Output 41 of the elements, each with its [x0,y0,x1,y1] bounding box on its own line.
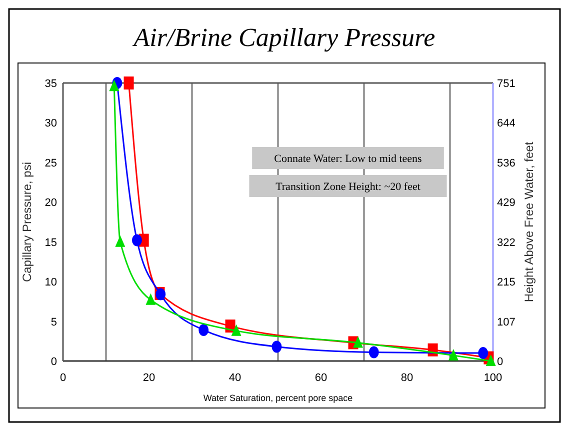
point [198,324,209,336]
point [146,293,156,305]
x-axis-title: Water Saturation, percent pore space [203,393,353,403]
y-tick-label: 10 [44,276,57,289]
point [132,234,142,246]
y2-tick-label: 0 [497,356,504,368]
x-tick-label: 60 [314,372,328,384]
chart-title: Air/Brine Capillary Pressure [132,23,436,52]
y2-tick-label: 107 [497,316,516,328]
point [368,346,379,358]
y-tick-label: 0 [50,356,57,368]
point [486,354,496,366]
y-tick-label: 15 [44,236,57,249]
x-tick-label: 40 [228,372,242,384]
y-tick-label: 20 [44,197,57,210]
y-tick-label: 35 [44,78,57,90]
y2-tick-label: 322 [497,236,516,249]
point [478,347,488,360]
point [352,336,363,348]
y2-tick-label: 644 [497,118,516,130]
point [448,348,458,360]
y2-tick-label: 536 [497,157,516,170]
x-tick-label: 20 [142,372,156,384]
y-axis-title: Capillary Pressure, psi [20,162,34,282]
y-tick-label: 5 [50,316,57,328]
x-tick-label: 80 [400,372,414,384]
annotation: Connate Water: Low to mid teens [274,153,422,165]
point [115,235,126,247]
y2-tick-label: 751 [497,78,516,90]
x-tick-label: 100 [484,372,502,384]
y2-tick-label: 429 [497,197,516,210]
y2-axis-title: Height Above Free Water, feet [522,141,536,302]
x-tick-label: 0 [60,372,66,384]
point [272,340,282,353]
point [231,324,242,336]
point [109,80,120,92]
point [124,76,134,90]
y-tick-label: 30 [44,118,57,130]
y2-tick-label: 215 [497,276,516,289]
annotation: Transition Zone Height: ~20 feet [276,181,420,193]
y-tick-label: 25 [44,157,57,170]
